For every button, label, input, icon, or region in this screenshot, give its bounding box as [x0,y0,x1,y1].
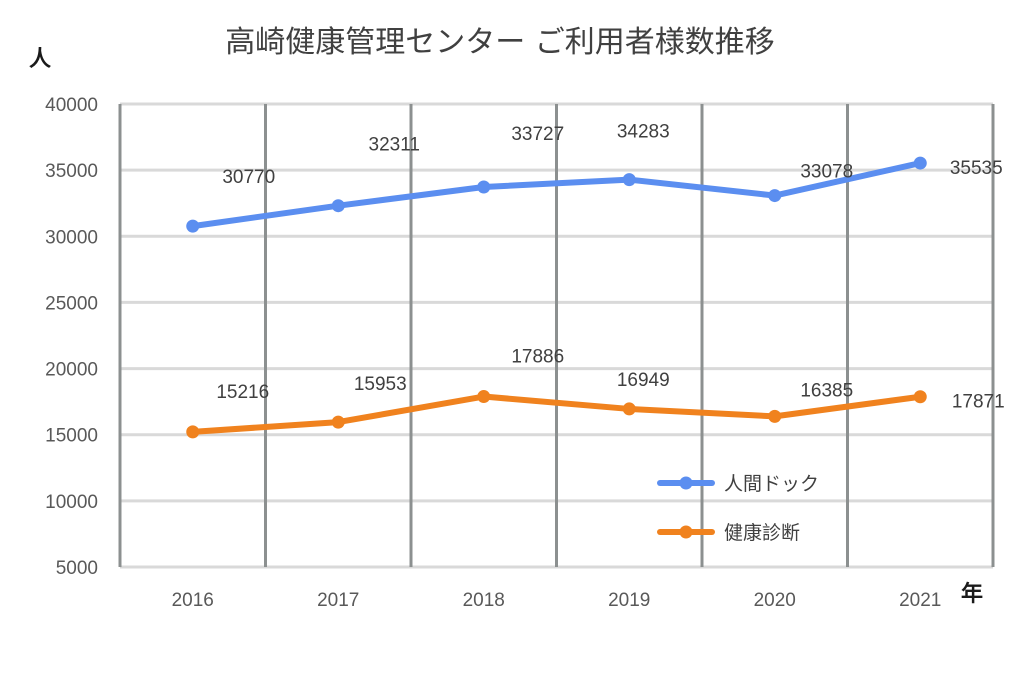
y-tick-label: 15000 [45,426,98,447]
data-label: 33078 [800,162,853,183]
y-axis-unit-label: 人 [29,47,51,72]
data-labels: 30770 32311 33727 34283 33078 35535 15216 15953… [216,122,1004,413]
y-tick-label: 35000 [45,161,98,182]
data-point [768,409,782,423]
data-label: 16385 [800,380,853,401]
data-point [331,199,345,213]
x-tick-label: 2019 [608,590,650,611]
data-point [622,402,636,416]
data-label: 33727 [511,124,564,145]
data-label: 34283 [617,122,670,143]
data-point [913,390,927,404]
legend-swatch-marker [679,476,693,490]
data-label: 30770 [222,167,275,188]
data-point [913,156,927,170]
legend-label: 人間ドック [724,473,819,495]
series-line-2 [189,393,924,435]
y-tick-label: 40000 [45,95,98,116]
data-point [186,219,200,233]
series-lines [186,156,927,439]
y-tick-label: 30000 [45,227,98,248]
x-tick-label: 2018 [463,590,505,611]
data-label: 15216 [216,382,269,403]
x-axis-unit-label: 年 [961,581,983,607]
chart-title: 高崎健康管理センター ご利用者様数推移 [225,25,775,60]
data-label: 17871 [952,392,1005,413]
x-tick-label: 2021 [899,590,941,611]
data-point [331,415,345,429]
data-point [622,173,636,187]
data-label: 35535 [950,158,1003,179]
legend-swatch-marker [679,525,693,539]
y-tick-label: 10000 [45,492,98,513]
data-point [477,180,491,194]
y-tick-label: 25000 [45,293,98,314]
legend-label: 健康診断 [724,522,800,544]
x-tick-label: 2017 [317,590,359,611]
series-line-1 [189,160,924,230]
data-label: 15953 [354,374,407,395]
data-label: 16949 [617,370,670,391]
x-tick-label: 2020 [754,590,796,611]
y-tick-label: 20000 [45,360,98,381]
data-point [186,425,200,439]
axes: 5000 10000 15000 20000 25000 30000 35000 40000 2… [45,95,941,611]
x-tick-label: 2016 [172,590,214,611]
data-label: 32311 [369,135,420,156]
data-point [477,390,491,404]
data-label: 17886 [511,347,564,368]
y-tick-label: 5000 [56,558,98,579]
data-point [768,189,782,203]
